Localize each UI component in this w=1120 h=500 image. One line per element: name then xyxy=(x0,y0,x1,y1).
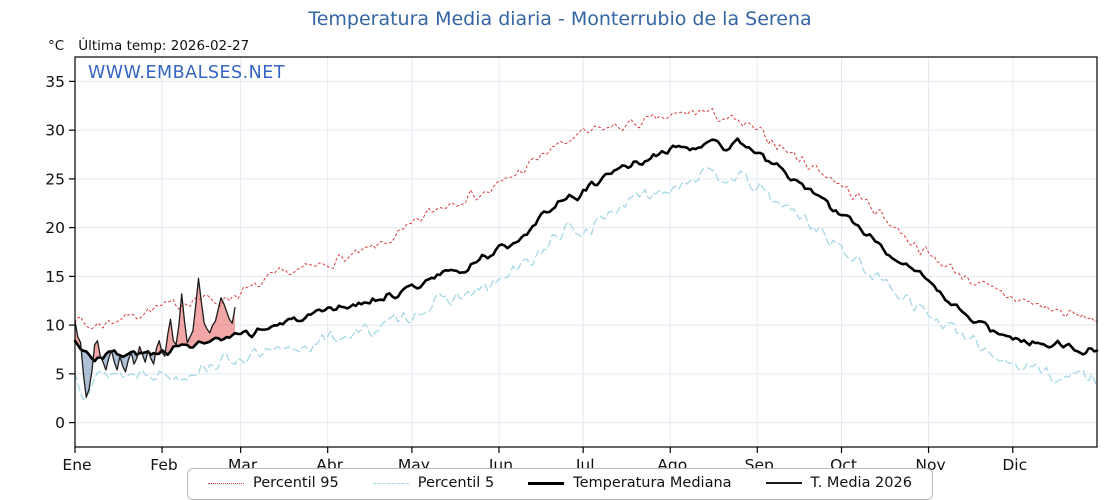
x-tick-label: Ene xyxy=(62,456,91,474)
legend-box: Percentil 95 Percentil 5 Temperatura Med… xyxy=(187,468,933,500)
fill-above-median xyxy=(165,278,235,355)
y-axis-unit-label: °C xyxy=(48,38,65,54)
y-tick-label: 5 xyxy=(55,365,65,383)
watermark-text: WWW.EMBALSES.NET xyxy=(88,63,286,83)
temperatura-mediana-line-icon xyxy=(528,481,565,485)
legend-item-temperatura-mediana: Temperatura Mediana xyxy=(528,475,732,491)
last-temp-annotation: Última temp: 2026-02-27 xyxy=(78,38,250,54)
fill-below-median xyxy=(81,349,94,398)
y-tick-label: 25 xyxy=(45,170,65,188)
percentil-95-line xyxy=(74,108,1098,330)
y-tick-label: 15 xyxy=(45,268,65,286)
y-tick-label: 10 xyxy=(45,317,65,335)
t-media-2026-line-icon xyxy=(765,482,802,484)
chart-title: Temperatura Media diaria - Monterrubio d… xyxy=(308,8,812,30)
chart-subheader: °C Última temp: 2026-02-27 xyxy=(48,38,249,54)
y-tick-label: 0 xyxy=(55,414,65,432)
x-tick-label: Dic xyxy=(1002,456,1027,474)
y-tick-label: 30 xyxy=(45,122,65,140)
legend-item-percentil-95: Percentil 95 xyxy=(208,475,339,491)
legend-item-t-media-2026: T. Media 2026 xyxy=(765,475,912,491)
y-tick-label: 20 xyxy=(45,219,65,237)
percentil-5-line-icon xyxy=(372,482,409,484)
percentil-5-line xyxy=(74,167,1098,401)
legend-item-percentil-5: Percentil 5 xyxy=(372,475,495,491)
legend-label-t-media-2026: T. Media 2026 xyxy=(810,475,912,491)
y-tick-label: 35 xyxy=(45,73,65,91)
percentil-95-line-icon xyxy=(208,482,245,484)
temperatura-mediana-line xyxy=(73,137,1099,363)
legend: Percentil 95 Percentil 5 Temperatura Med… xyxy=(0,468,1120,500)
legend-label-percentil-5: Percentil 5 xyxy=(417,475,495,491)
x-tick-label: Feb xyxy=(150,456,177,474)
t-media-2026-line xyxy=(74,277,236,398)
fill-below-median xyxy=(100,351,112,370)
legend-label-percentil-95: Percentil 95 xyxy=(253,475,339,491)
plot-border xyxy=(74,56,1098,448)
legend-label-temperatura-mediana: Temperatura Mediana xyxy=(573,475,732,491)
